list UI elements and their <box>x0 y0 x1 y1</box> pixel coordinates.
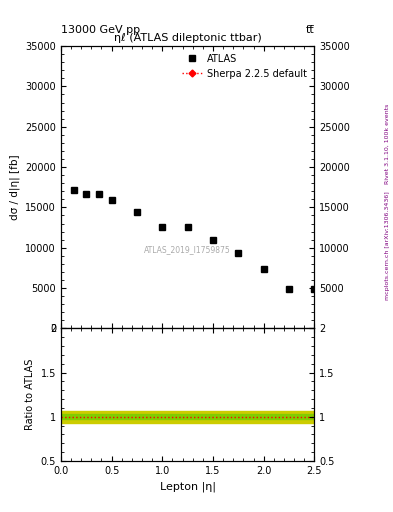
Legend: ATLAS, Sherpa 2.2.5 default: ATLAS, Sherpa 2.2.5 default <box>179 51 310 81</box>
Text: ATLAS_2019_I1759875: ATLAS_2019_I1759875 <box>144 245 231 254</box>
Y-axis label: Ratio to ATLAS: Ratio to ATLAS <box>25 359 35 430</box>
Title: ηℓ (ATLAS dileptonic ttbar): ηℓ (ATLAS dileptonic ttbar) <box>114 33 261 42</box>
Text: mcplots.cern.ch [arXiv:1306.3436]: mcplots.cern.ch [arXiv:1306.3436] <box>385 191 389 300</box>
X-axis label: Lepton |η|: Lepton |η| <box>160 481 216 492</box>
Text: Rivet 3.1.10, 100k events: Rivet 3.1.10, 100k events <box>385 103 389 183</box>
Y-axis label: dσ / d|η| [fb]: dσ / d|η| [fb] <box>9 155 20 220</box>
Text: 13000 GeV pp: 13000 GeV pp <box>61 25 140 35</box>
Text: tt̅: tt̅ <box>306 25 314 35</box>
